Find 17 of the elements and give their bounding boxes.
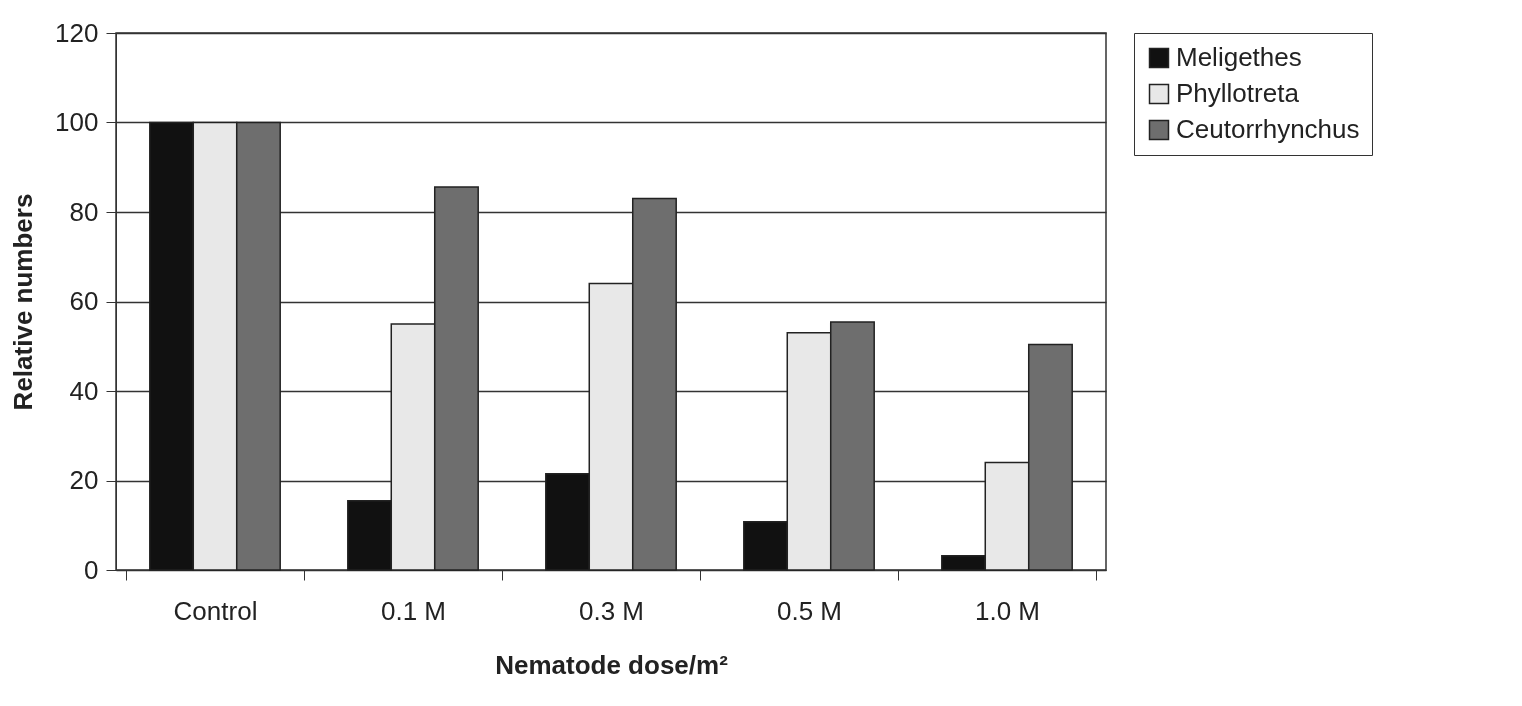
x-tick-label: 0.5 M [776,595,843,626]
y-tick-label: 120 [55,17,99,48]
legend-label: Ceutorrhynchus [1176,114,1360,144]
y-tick-label: 80 [69,196,99,227]
y-tick-label: 60 [69,286,99,316]
y-tick-label: 100 [55,107,99,137]
legend-label: Meligethes [1176,42,1302,72]
x-tick-label: 0.1 M [380,595,447,626]
x-tick-label: 0.3 M [578,595,645,626]
legend-label: Phyllotreta [1176,78,1300,108]
y-tick-label: 40 [69,375,99,406]
y-axis-title: Relative numbers [8,193,39,411]
y-tick-label: 20 [69,465,99,495]
y-tick-label: 0 [84,554,99,585]
x-tick-label: 1.0 M [974,595,1041,626]
x-tick-label: Control [173,595,258,626]
x-axis-title: Nematode dose/m² [495,649,729,680]
